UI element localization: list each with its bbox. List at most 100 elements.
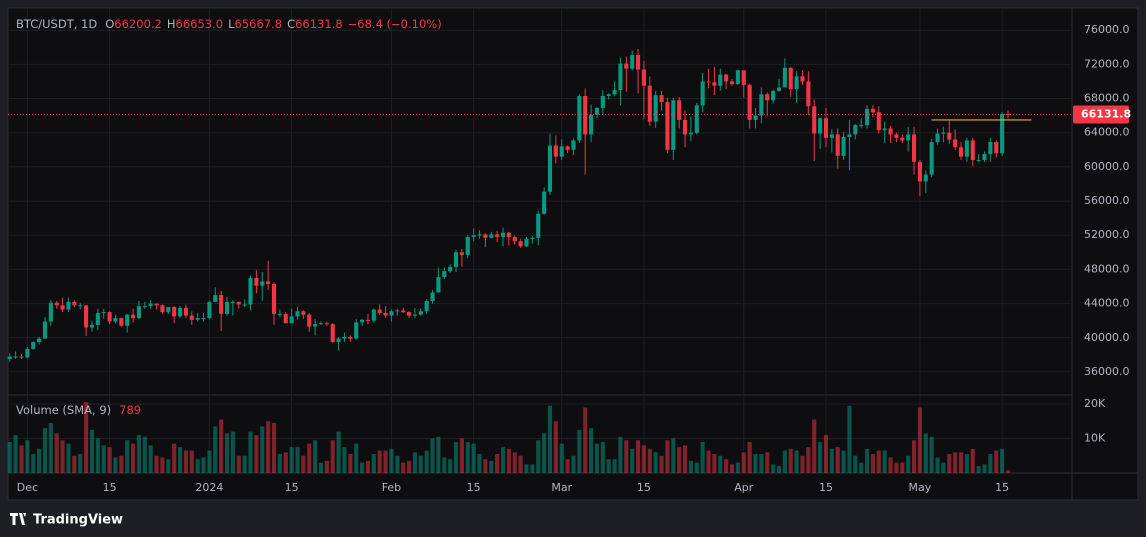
candle-body <box>318 323 324 325</box>
volume-bar <box>994 450 999 473</box>
y-tick-label: 44000.0 <box>1084 297 1130 310</box>
candle-body <box>606 94 611 96</box>
volume-bar <box>84 402 89 473</box>
volume-title: Volume (SMA, 9) <box>16 403 111 417</box>
volume-bar <box>224 433 230 473</box>
volume-bar <box>424 450 429 473</box>
volume-bar <box>929 436 934 473</box>
volume-bar <box>54 433 59 473</box>
candle-body <box>841 137 846 156</box>
candle-body <box>31 342 36 349</box>
volume-bar <box>407 460 412 473</box>
volume-bar <box>911 440 917 473</box>
volume-bar <box>806 447 811 473</box>
candle-body <box>483 234 488 238</box>
volume-bar <box>395 455 400 473</box>
last-price-tag <box>1073 105 1129 124</box>
y-tick-label: 64000.0 <box>1084 126 1130 139</box>
candle-body <box>430 292 435 302</box>
candle-body <box>101 312 106 314</box>
candle-body <box>136 306 141 319</box>
volume-bar <box>788 448 793 473</box>
volume-bar <box>718 455 723 473</box>
x-tick-label: 15 <box>285 481 299 494</box>
candle-body <box>788 67 793 90</box>
volume-bar <box>313 440 318 473</box>
candle-body <box>177 307 183 317</box>
candle-body <box>759 94 764 116</box>
volume-bar <box>765 452 770 473</box>
candle-body <box>236 301 241 305</box>
volume-bar <box>747 441 752 473</box>
volume-bar <box>694 462 699 473</box>
candle-body <box>641 69 646 86</box>
volume-bar <box>160 457 165 473</box>
candle-body <box>342 336 347 339</box>
volume-bar <box>906 455 911 473</box>
y-tick-label: 36000.0 <box>1084 365 1130 378</box>
logo: TradingView <box>10 513 123 528</box>
volume-bar <box>506 448 511 473</box>
candle-body <box>48 302 53 322</box>
volume-bar <box>935 457 940 473</box>
candle-body <box>947 132 952 140</box>
candle-body <box>54 302 59 306</box>
candle-body <box>307 314 312 327</box>
candle-body <box>131 314 136 319</box>
y-tick-label: 52000.0 <box>1084 228 1130 241</box>
y-tick-label: 76000.0 <box>1084 23 1130 36</box>
volume-bar <box>418 455 423 473</box>
y-tick-label: 56000.0 <box>1084 194 1130 207</box>
candle-body <box>612 90 617 95</box>
x-tick-label: Dec <box>17 481 38 494</box>
legend-key: O <box>105 17 114 31</box>
volume-bar <box>671 438 676 473</box>
y-tick-label: 40000.0 <box>1084 331 1130 344</box>
volume-bar <box>377 450 382 473</box>
volume-bar <box>136 435 141 473</box>
volume-bar <box>289 447 294 473</box>
volume-bar <box>688 460 693 473</box>
candle-body <box>506 232 511 237</box>
volume-bar <box>682 445 688 473</box>
candle-body <box>213 295 218 302</box>
candle-body <box>970 140 975 161</box>
candle-body <box>823 118 829 138</box>
volume-bar <box>753 454 758 473</box>
candle-body <box>888 128 893 135</box>
candle-body <box>119 318 124 326</box>
volume-bar <box>794 450 799 473</box>
volume-bar <box>495 454 500 473</box>
volume-bar <box>336 431 341 473</box>
candle-body <box>13 356 18 358</box>
candle-body <box>230 301 235 303</box>
candle-body <box>301 311 306 315</box>
y-tick-label: 48000.0 <box>1084 262 1130 275</box>
volume-bar <box>489 460 494 473</box>
volume-bar <box>236 455 241 473</box>
candle-body <box>183 307 188 316</box>
volume-bar <box>853 455 858 473</box>
candle-body <box>78 305 83 307</box>
volume-bar <box>659 455 664 473</box>
volume-bar <box>442 457 447 473</box>
legend-value: 66200.2 <box>114 17 162 31</box>
volume-bar <box>72 455 77 473</box>
candle-body <box>113 318 118 322</box>
candle-body <box>66 301 71 310</box>
candle-body <box>776 87 782 91</box>
volume-bar <box>389 448 394 473</box>
volume-bar <box>800 455 805 473</box>
candle-body <box>407 312 412 316</box>
volume-bar <box>865 448 870 473</box>
volume-bar <box>553 421 558 473</box>
candle-body <box>636 54 641 70</box>
candle-body <box>72 301 77 306</box>
candle-body <box>847 134 852 137</box>
volume-bar <box>729 464 735 473</box>
candle-body <box>835 134 840 156</box>
candle-body <box>219 295 224 314</box>
volume-bar <box>970 448 975 473</box>
candle-body <box>706 81 711 83</box>
candle-body <box>442 271 447 278</box>
